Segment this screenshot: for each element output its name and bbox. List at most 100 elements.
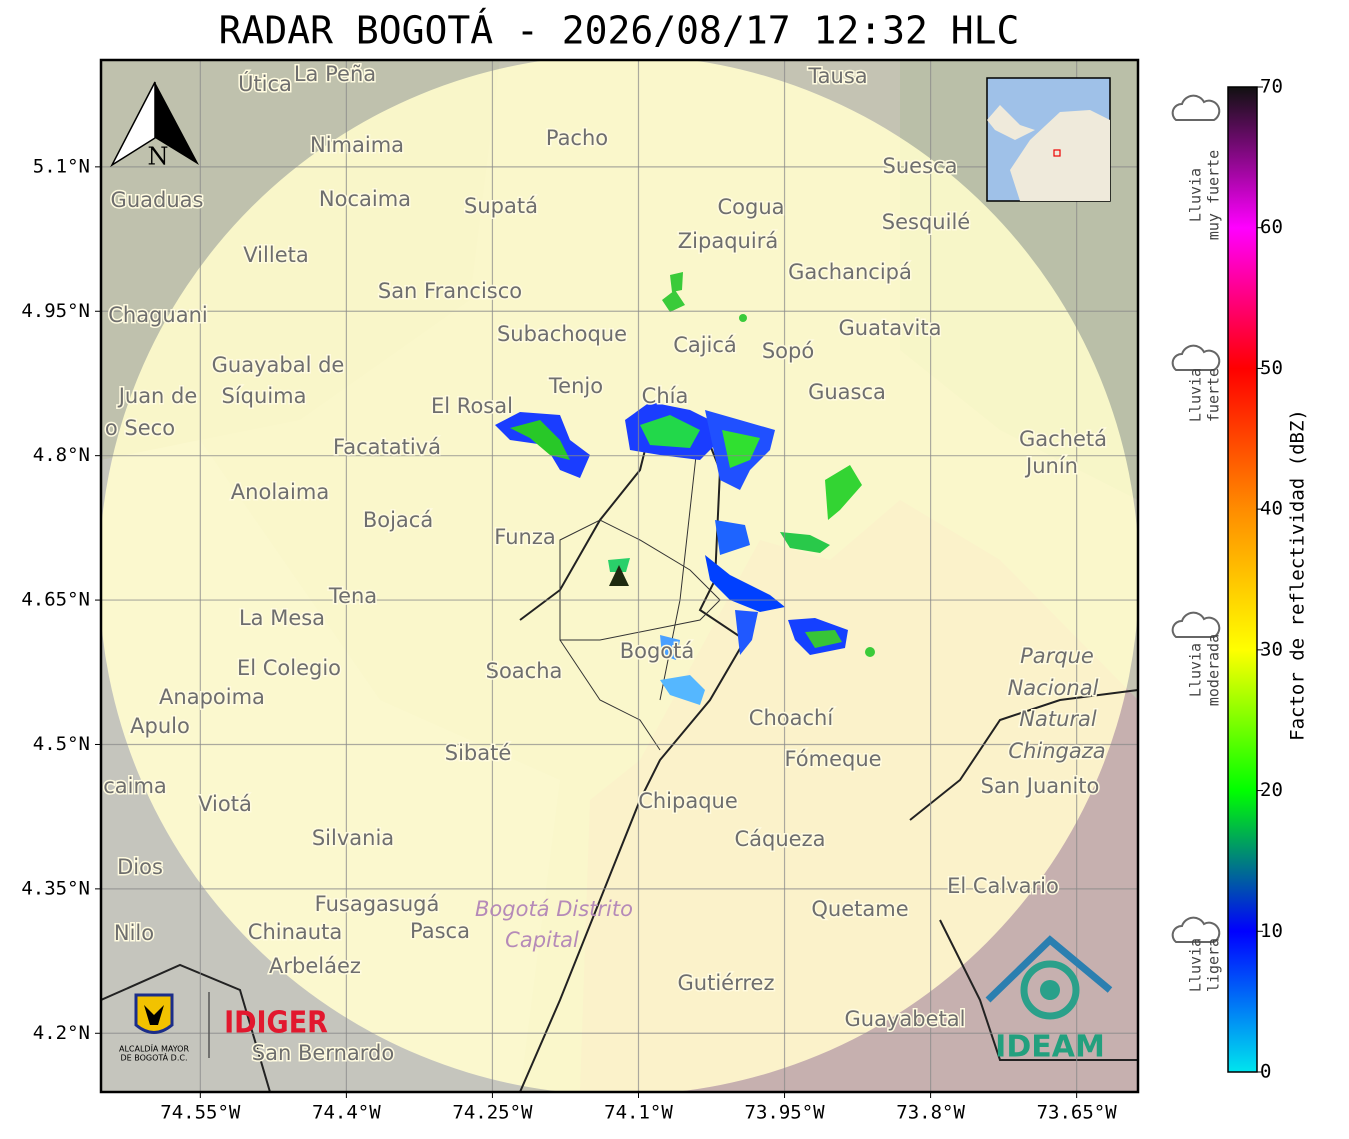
place-label: Chaguani: [108, 303, 208, 327]
place-label: Sibaté: [445, 741, 512, 765]
place-label: Parque: [1020, 644, 1094, 668]
place-label: Zipaquirá: [678, 229, 778, 253]
y-tick-label: 4.5°N: [33, 733, 90, 755]
colorbar-tick-label: 20: [1260, 779, 1283, 801]
place-label: Cogua: [717, 195, 784, 219]
x-tick-label: 74.4°W: [312, 1102, 381, 1124]
rain-level-label: fuerte: [1205, 368, 1223, 422]
place-label: Chingaza: [1008, 739, 1105, 763]
logo-text: ALCALDÍA MAYOR: [119, 1043, 189, 1054]
place-label: Nacional: [1008, 676, 1099, 700]
y-tick-label: 4.35°N: [21, 877, 90, 899]
colorbar-tick-label: 0: [1260, 1061, 1271, 1083]
place-label: Gutiérrez: [678, 971, 775, 995]
colorbar-label: Factor de reflectividad (dBZ): [1287, 409, 1309, 741]
logo-text: DE BOGOTÁ D.C.: [120, 1052, 187, 1063]
place-label: o Seco: [105, 416, 175, 440]
place-label: Chía: [642, 384, 689, 408]
place-label: Bogotá: [620, 639, 695, 663]
place-label: Tena: [328, 584, 377, 608]
place-label: Natural: [1019, 707, 1097, 731]
radar-site: [609, 565, 629, 586]
colorbar-tick-label: 10: [1260, 920, 1283, 942]
place-label: Suesca: [883, 154, 958, 178]
inset-map: [986, 77, 1111, 202]
colorbar-tick-label: 40: [1260, 498, 1283, 520]
place-label: Fusagasugá: [315, 892, 440, 916]
place-label: El Colegio: [237, 656, 341, 680]
y-tick-label: 4.8°N: [33, 444, 90, 466]
place-label: Apulo: [130, 714, 190, 738]
place-label: Guayabal de: [212, 353, 345, 377]
place-label: Cajicá: [673, 333, 737, 357]
rain-level-label: Lluvia: [1187, 168, 1205, 222]
place-label: Guaduas: [111, 188, 204, 212]
place-label: Capital: [505, 928, 579, 952]
x-tick-label: 73.65°W: [1037, 1102, 1118, 1124]
rain-icon: [1171, 344, 1221, 371]
place-label: El Calvario: [947, 874, 1059, 898]
place-label: Juan de: [117, 384, 198, 408]
place-label: La Mesa: [239, 606, 325, 630]
y-tick-label: 4.65°N: [21, 589, 90, 611]
place-label: Nilo: [114, 921, 154, 945]
place-label: Sesquilé: [882, 210, 970, 234]
place-label: Chipaque: [638, 789, 738, 813]
place-label: Bojacá: [363, 508, 433, 532]
place-label: Sopó: [762, 339, 814, 363]
place-label: El Rosal: [431, 394, 513, 418]
place-label: Subachoque: [497, 322, 627, 346]
place-label: Chinauta: [248, 920, 342, 944]
north-arrow: N: [110, 81, 199, 171]
rain-icon: [1171, 611, 1221, 638]
colorbar-tick-label: 30: [1260, 638, 1283, 660]
place-label: Útica: [238, 71, 292, 96]
x-tick-label: 74.1°W: [604, 1102, 673, 1124]
place-label: Gachetá: [1019, 427, 1107, 451]
x-tick-label: 73.8°W: [896, 1102, 965, 1124]
place-label: Anapoima: [159, 685, 265, 709]
y-tick-label: 4.2°N: [33, 1022, 90, 1044]
rain-icon: [1171, 916, 1221, 943]
logo-ideam: IDEAM: [985, 935, 1113, 1065]
place-label: Bogotá Distrito: [475, 897, 633, 921]
y-tick-label: 5.1°N: [33, 155, 90, 177]
place-label: Silvania: [312, 826, 394, 850]
place-label: Pasca: [410, 919, 470, 943]
place-label: San Bernardo: [252, 1041, 394, 1065]
north-label: N: [148, 143, 169, 171]
place-label: Fómeque: [784, 747, 881, 771]
rain-level-label: ligera: [1205, 938, 1223, 992]
place-label: Guasca: [808, 380, 886, 404]
rain-level-label: Lluvia: [1187, 938, 1205, 992]
place-label: caima: [103, 774, 167, 798]
logo-alcaldia: ALCALDÍA MAYOR DE BOGOTÁ D.C. IDIGER: [119, 992, 328, 1063]
place-label: Facatativá: [333, 435, 441, 459]
place-label: La Peña: [294, 62, 376, 86]
place-label: Villeta: [243, 243, 308, 267]
place-label: Choachí: [749, 706, 835, 730]
logo-idiger: IDIGER: [224, 1006, 328, 1041]
rain-level-label: muy fuerte: [1205, 150, 1223, 240]
place-label: Soacha: [486, 659, 563, 683]
rain-level-label: Lluvia: [1187, 368, 1205, 422]
place-label: Anolaima: [231, 480, 329, 504]
place-label: Supatá: [464, 194, 538, 218]
x-tick-label: 74.55°W: [160, 1102, 241, 1124]
place-label: Guayabetal: [845, 1007, 966, 1031]
rain-level-label: Lluvia: [1187, 643, 1205, 697]
colorbar-tick-label: 50: [1260, 357, 1283, 379]
place-label: Tausa: [807, 64, 867, 88]
place-label: Guatavita: [839, 316, 942, 340]
place-label: Nocaima: [319, 187, 411, 211]
x-tick-label: 73.95°W: [745, 1102, 826, 1124]
x-tick-label: 74.25°W: [452, 1102, 533, 1124]
place-label: Nimaima: [310, 133, 404, 157]
colorbar-tick-label: 70: [1260, 76, 1283, 98]
place-label: Síquima: [222, 384, 307, 408]
title: RADAR BOGOTÁ - 2026/08/17 12:32 HLC: [219, 9, 1020, 53]
radar-echoes: [495, 272, 875, 705]
place-label: Gachancipá: [788, 260, 912, 284]
place-label: Arbeláez: [269, 954, 361, 978]
